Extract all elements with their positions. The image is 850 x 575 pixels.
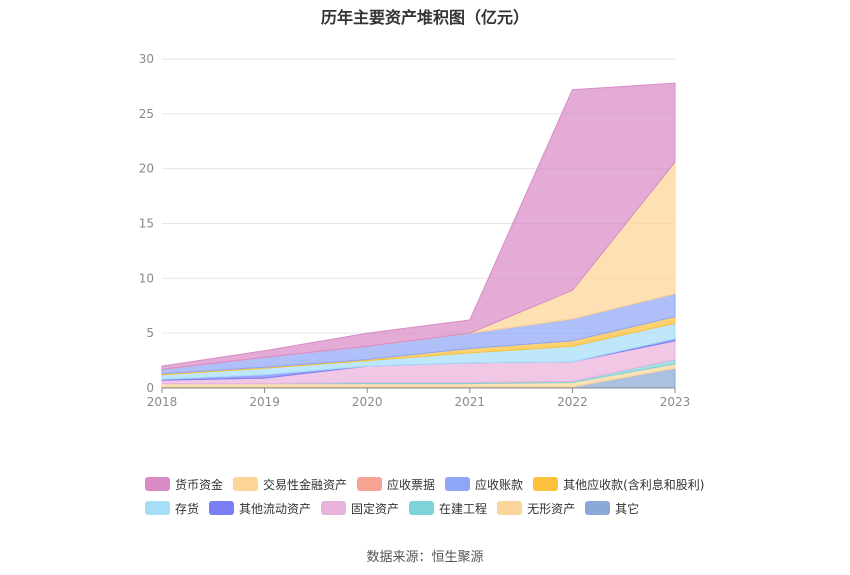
legend-swatch [233, 477, 259, 491]
legend-item[interactable]: 在建工程 [409, 500, 487, 517]
legend-label: 无形资产 [527, 501, 576, 516]
area-layer [161, 82, 676, 389]
legend-item[interactable]: 无形资产 [497, 500, 575, 517]
chart-title: 历年主要资产堆积图（亿元） [320, 8, 529, 27]
legend-item[interactable]: 应收票据 [357, 476, 435, 493]
x-tick-label: 2018 [147, 395, 178, 409]
legend-swatch [209, 501, 235, 515]
legend-item[interactable]: 其他流动资产 [209, 500, 311, 517]
legend-label: 应收票据 [387, 477, 436, 492]
legend-item[interactable]: 固定资产 [321, 500, 399, 517]
legend-swatch [145, 501, 170, 515]
y-tick-label: 15 [139, 217, 154, 231]
legend-row-2: 存货 其他流动资产 固定资产 在建工程 无形资产 其它 [145, 496, 765, 520]
source-note: 数据来源：恒生聚源 [366, 550, 484, 565]
legend-item[interactable]: 货币资金 [145, 476, 223, 493]
legend-swatch [445, 477, 471, 491]
legend-item[interactable]: 其他应收款(含利息和股利) [533, 476, 704, 493]
legend-label: 其他流动资产 [239, 501, 312, 516]
y-tick-label: 10 [139, 271, 154, 285]
x-tick-label: 2023 [660, 395, 691, 409]
x-tick-label: 2022 [557, 395, 588, 409]
legend-label: 货币资金 [175, 477, 224, 492]
legend-label: 固定资产 [351, 501, 400, 516]
legend-swatch [357, 477, 383, 491]
legend-swatch [321, 501, 347, 515]
legend-swatch [533, 477, 559, 491]
legend-item[interactable]: 应收账款 [445, 476, 523, 493]
x-tick-label: 2019 [249, 395, 280, 409]
legend-label: 应收账款 [475, 477, 524, 492]
legend-swatch [497, 501, 523, 515]
legend-label: 其它 [615, 501, 640, 516]
area-series-10 [161, 82, 676, 370]
legend-label: 交易性金融资产 [263, 477, 348, 492]
legend-swatch [145, 477, 170, 491]
y-tick-label: 30 [139, 52, 154, 66]
y-tick-label: 25 [139, 107, 154, 121]
y-tick-label: 20 [139, 162, 154, 176]
y-tick-label: 5 [146, 326, 154, 340]
legend-row-1: 货币资金 交易性金融资产 应收票据 应收账款 其他应收款(含利息和股利) [145, 472, 765, 496]
legend-label: 存货 [175, 501, 200, 516]
legend: 货币资金 交易性金融资产 应收票据 应收账款 其他应收款(含利息和股利) 存货 其他流动资… [145, 472, 765, 520]
axis-layer: 0 5 10 15 20 25 30 2018 2019 2020 2021 2022 2023 [139, 52, 691, 409]
legend-label: 在建工程 [439, 501, 488, 516]
legend-item[interactable]: 存货 [145, 500, 199, 517]
legend-swatch [409, 501, 435, 515]
legend-item[interactable]: 其它 [585, 500, 639, 517]
y-tick-label: 0 [146, 381, 154, 395]
legend-swatch [585, 501, 611, 515]
legend-label: 其他应收款(含利息和股利) [563, 477, 705, 492]
x-tick-label: 2021 [455, 395, 486, 409]
x-tick-label: 2020 [352, 395, 383, 409]
legend-item[interactable]: 交易性金融资产 [233, 476, 347, 493]
